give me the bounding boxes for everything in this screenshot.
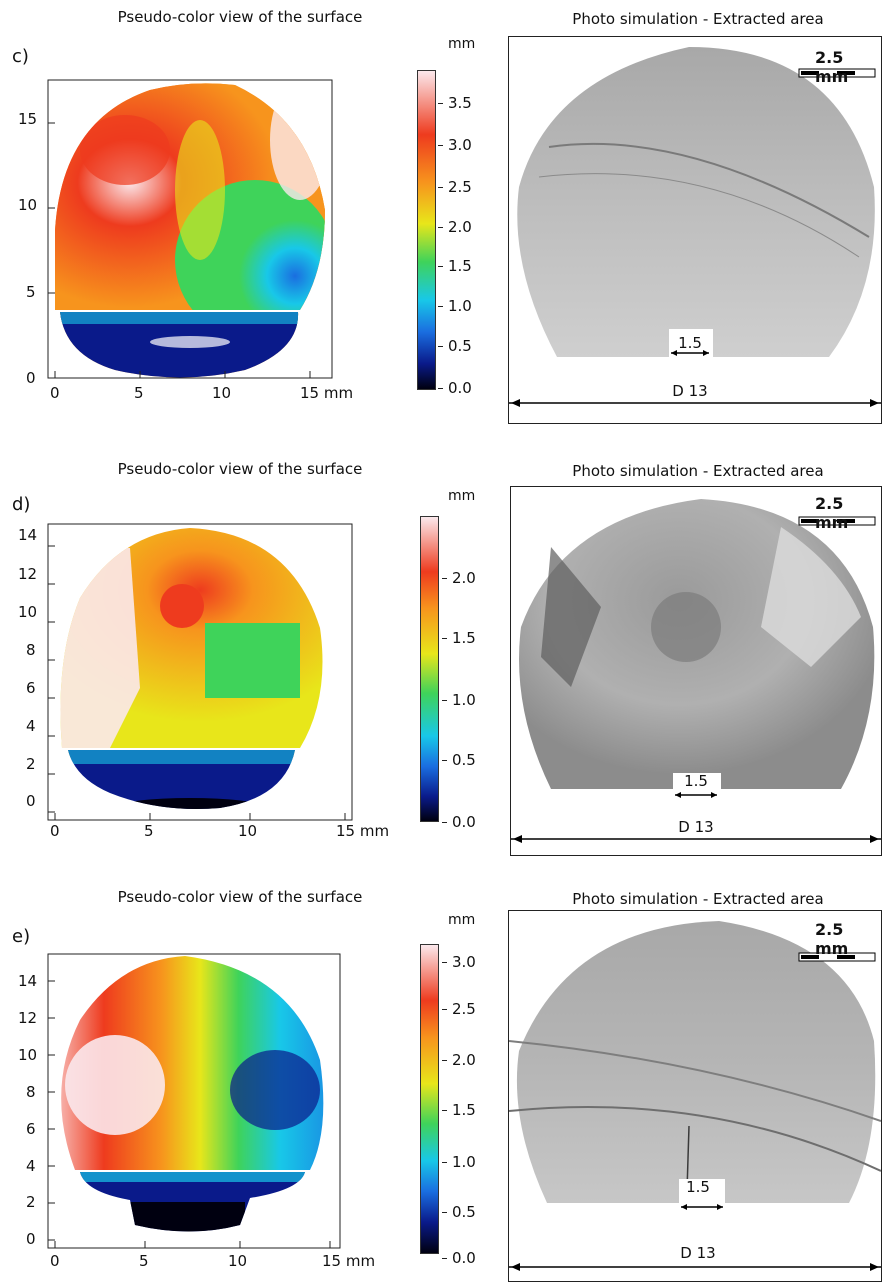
y-tick-d-10: 10 (18, 603, 38, 621)
photo-panel-e (508, 910, 882, 1282)
diameter-label-e: D 13 (680, 1244, 716, 1262)
photo-title-c: Photo simulation - Extracted area (572, 10, 824, 28)
y-tick-e-14: 14 (18, 972, 38, 990)
y-tick-d-12: 12 (18, 565, 38, 583)
cbar-tick-c-3.0: 3.0 (438, 136, 472, 154)
x-tick-e-10: 10 (228, 1252, 248, 1270)
plot-frame-d (47, 523, 353, 821)
cbar-tick-c-0.5: 0.5 (438, 337, 472, 355)
y-tick-c-0: 0 (26, 369, 36, 387)
map-title-e: Pseudo-color view of the surface (117, 888, 363, 906)
photo-surface-c (517, 47, 875, 357)
cbar-tick-e-1.5: 1.5 (442, 1101, 476, 1119)
colorbar-unit-e: mm (448, 912, 476, 928)
y-tick-e-4: 4 (26, 1157, 36, 1175)
y-tick-d-8: 8 (26, 641, 36, 659)
colorbar-c (417, 70, 436, 390)
panel-letter-d: d) (12, 494, 31, 515)
cbar-tick-d-0.0: 0.0 (442, 813, 476, 831)
cbar-tick-c-3.5: 3.5 (438, 94, 472, 112)
cbar-tick-e-3.0: 3.0 (442, 953, 476, 971)
y-tick-c-15: 15 (18, 110, 38, 128)
y-tick-e-0: 0 (26, 1230, 36, 1248)
plot-frame-e (47, 953, 341, 1249)
colorbar-unit-c: mm (448, 36, 476, 52)
x-tick-e-15: 15 mm (322, 1252, 376, 1270)
y-tick-c-5: 5 (26, 283, 36, 301)
x-tick-e-0: 0 (50, 1252, 60, 1270)
surface-map-c (47, 79, 333, 379)
cbar-tick-d-1.5: 1.5 (442, 629, 476, 647)
y-tick-d-4: 4 (26, 717, 36, 735)
y-tick-e-2: 2 (26, 1193, 36, 1211)
panel-letter-e: e) (12, 926, 31, 947)
scale-bar-label-c: 2.5 mm (815, 48, 849, 86)
photo-title-e: Photo simulation - Extracted area (572, 890, 824, 908)
y-tick-e-8: 8 (26, 1083, 36, 1101)
colorbar-d (420, 516, 439, 822)
scale-bar-label-e: 2.5 mm (815, 920, 849, 958)
photo-panel-c (508, 36, 882, 424)
cbar-tick-e-2.0: 2.0 (442, 1051, 476, 1069)
x-tick-c-10: 10 (212, 384, 232, 402)
x-tick-c-15: 15 mm (300, 384, 354, 402)
notch-label-c: 1.5 (678, 334, 702, 352)
y-tick-d-2: 2 (26, 755, 36, 773)
photo-panel-d (510, 486, 882, 856)
x-tick-d-10: 10 (238, 822, 258, 840)
y-tick-e-10: 10 (18, 1046, 38, 1064)
cbar-tick-e-2.5: 2.5 (442, 1000, 476, 1018)
cbar-tick-e-1.0: 1.0 (442, 1153, 476, 1171)
plot-frame-c (47, 79, 333, 379)
x-tick-d-0: 0 (50, 822, 60, 840)
y-tick-d-14: 14 (18, 526, 38, 544)
panel-letter-c: c) (12, 46, 29, 67)
x-tick-d-15: 15 mm (336, 822, 390, 840)
x-tick-d-5: 5 (144, 822, 154, 840)
colorbar-e (420, 944, 439, 1254)
cbar-tick-c-1.0: 1.0 (438, 297, 472, 315)
diameter-label-d: D 13 (678, 818, 714, 836)
photo-title-d: Photo simulation - Extracted area (572, 462, 824, 480)
photo-surface-e (516, 921, 876, 1203)
notch-label-e: 1.5 (686, 1178, 710, 1196)
y-tick-c-10: 10 (18, 196, 38, 214)
cbar-tick-c-2.5: 2.5 (438, 178, 472, 196)
scale-bar-label-d: 2.5 mm (815, 494, 849, 532)
x-tick-c-0: 0 (50, 384, 60, 402)
surface-map-d (47, 523, 353, 821)
surface-map-e (47, 953, 341, 1249)
cbar-tick-d-0.5: 0.5 (442, 751, 476, 769)
notch-label-d: 1.5 (684, 772, 708, 790)
cbar-tick-e-0.5: 0.5 (442, 1203, 476, 1221)
cbar-tick-c-0.0: 0.0 (438, 379, 472, 397)
map-title-d: Pseudo-color view of the surface (117, 460, 363, 478)
cbar-tick-c-2.0: 2.0 (438, 218, 472, 236)
colorbar-unit-d: mm (448, 488, 476, 504)
y-tick-d-0: 0 (26, 792, 36, 810)
cbar-tick-e-0.0: 0.0 (442, 1249, 476, 1267)
cbar-tick-d-1.0: 1.0 (442, 691, 476, 709)
map-title-c: Pseudo-color view of the surface (117, 8, 363, 26)
y-tick-d-6: 6 (26, 679, 36, 697)
x-tick-e-5: 5 (139, 1252, 149, 1270)
x-tick-c-5: 5 (134, 384, 144, 402)
diameter-label-c: D 13 (672, 382, 708, 400)
cbar-tick-c-1.5: 1.5 (438, 257, 472, 275)
y-tick-e-12: 12 (18, 1009, 38, 1027)
cbar-tick-d-2.0: 2.0 (442, 569, 476, 587)
y-tick-e-6: 6 (26, 1120, 36, 1138)
